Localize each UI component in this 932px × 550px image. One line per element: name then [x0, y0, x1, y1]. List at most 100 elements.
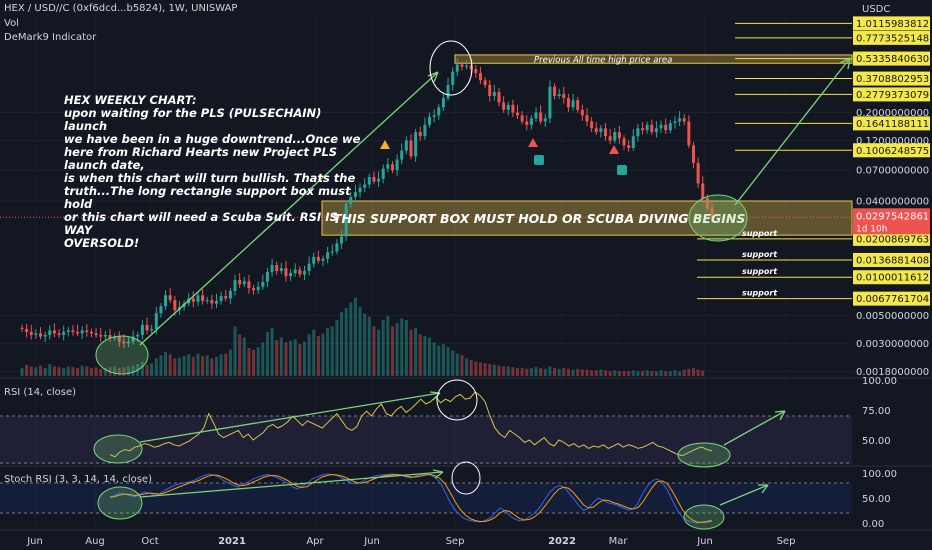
candle-body-10 — [66, 330, 70, 332]
volume-bar-39 — [201, 356, 205, 376]
volume-bar-53 — [265, 332, 269, 376]
candle-body-80 — [390, 164, 394, 171]
time-tick-4: Apr — [306, 536, 324, 547]
candle-body-16 — [94, 333, 98, 335]
candle-body-84 — [409, 140, 413, 157]
candle-body-46 — [233, 280, 237, 291]
rsi-ellipse-right — [677, 442, 731, 468]
volume-bar-139 — [664, 371, 668, 376]
volume-bar-14 — [85, 366, 89, 376]
uptrend-arrow — [139, 71, 439, 346]
volume-bar-116 — [557, 368, 561, 376]
volume-bar-28 — [150, 363, 154, 376]
level-tag-0: 1.0115983812 — [856, 19, 929, 30]
volume-bar-133 — [636, 371, 640, 376]
candle-body-82 — [400, 150, 404, 160]
volume-bar-105 — [506, 366, 510, 376]
candle-body-48 — [242, 281, 246, 285]
volume-bar-34 — [177, 357, 181, 376]
volume-bar-128 — [613, 370, 617, 376]
level-tag-1: 0.7773525148 — [856, 33, 929, 44]
volume-bar-27 — [145, 364, 149, 376]
time-tick-1: Aug — [85, 536, 105, 547]
volume-bar-130 — [622, 371, 626, 376]
volume-bar-48 — [242, 337, 246, 376]
stoch-tick-1: 50.00 — [862, 494, 891, 505]
stoch-trend-arrowhead — [432, 469, 444, 479]
volume-bar-123 — [590, 370, 594, 376]
candle-body-41 — [210, 300, 214, 304]
candle-body-131 — [627, 145, 631, 148]
candle-body-106 — [511, 104, 515, 113]
candle-body-133 — [636, 128, 640, 137]
volume-bar-145 — [691, 368, 695, 376]
support-tag-2: 0.0100011612 — [856, 273, 929, 284]
volume-bar-100 — [483, 363, 487, 376]
candle-body-51 — [256, 286, 260, 291]
volume-bar-67 — [330, 326, 334, 376]
candle-body-149 — [710, 208, 714, 218]
volume-bar-98 — [474, 361, 478, 376]
candle-body-68 — [335, 243, 339, 252]
candle-body-113 — [543, 118, 547, 122]
candle-body-7 — [52, 330, 56, 334]
candle-body-27 — [145, 324, 149, 331]
volume-bar-74 — [363, 313, 367, 376]
current-ellipse — [688, 194, 748, 242]
candle-body-43 — [219, 296, 223, 301]
candle-body-146 — [696, 162, 700, 184]
rsi-tick-1: 75.00 — [862, 406, 891, 417]
stoch-ellipse-left — [97, 486, 143, 520]
stoch-d-line — [109, 473, 713, 524]
candle-body-33 — [173, 300, 177, 311]
projection-arrowhead — [839, 57, 851, 70]
candle-body-12 — [76, 331, 80, 334]
volume-bar-24 — [131, 365, 135, 376]
volume-bar-122 — [585, 369, 589, 376]
candle-body-71 — [349, 197, 353, 204]
volume-bar-62 — [307, 334, 311, 376]
support-tag-0: 0.0200869763 — [856, 234, 929, 245]
candle-body-93 — [451, 71, 455, 85]
rsi-pane: 100.00 75.00 50.00 RSI (14, close) — [0, 376, 897, 468]
volume-bar-69 — [340, 312, 344, 376]
demark-indicator-label[interactable]: DeMark9 Indicator — [4, 32, 97, 43]
candle-body-136 — [650, 124, 654, 133]
time-tick-3: 2021 — [218, 536, 246, 547]
support-tag-bg-0 — [853, 231, 930, 246]
volume-bar-77 — [377, 329, 381, 376]
volume-bar-15 — [89, 368, 93, 376]
candle-body-77 — [377, 178, 381, 182]
candle-body-126 — [603, 128, 607, 137]
volume-indicator-label[interactable]: Vol — [4, 18, 19, 29]
stoch-band — [0, 483, 852, 513]
price-tick-4: 0.0050000000 — [856, 311, 929, 322]
candle-body-81 — [395, 159, 399, 171]
candle-body-20 — [113, 336, 117, 339]
volume-bar-42 — [214, 356, 219, 376]
candle-body-115 — [553, 86, 557, 97]
symbol-title[interactable]: HEX / USD//C (0xf6dcd...b5824), 1W, UNIS… — [4, 3, 238, 14]
volume-bar-52 — [261, 342, 265, 376]
volume-bar-47 — [238, 334, 242, 376]
candle-body-100 — [483, 80, 487, 85]
candle-body-94 — [455, 64, 459, 72]
volume-bar-18 — [103, 368, 107, 376]
volume-bar-66 — [326, 328, 330, 376]
stoch-ellipse-right — [683, 504, 725, 530]
volume-bar-36 — [187, 354, 191, 376]
volume-bar-137 — [654, 371, 658, 376]
volume-bar-111 — [534, 367, 538, 376]
candle-body-30 — [159, 306, 163, 314]
candle-body-95 — [460, 64, 464, 67]
support-tag-1: 0.0136881408 — [856, 255, 929, 266]
candle-body-130 — [622, 138, 626, 146]
volume-bar-44 — [224, 353, 228, 376]
level-tag-bg-1 — [853, 30, 930, 45]
support-tag-bg-3 — [853, 291, 930, 306]
candle-body-110 — [529, 118, 533, 125]
stoch-projection-arrowhead — [758, 484, 769, 494]
volume-bar-51 — [256, 347, 260, 376]
candle-body-89 — [432, 115, 436, 117]
